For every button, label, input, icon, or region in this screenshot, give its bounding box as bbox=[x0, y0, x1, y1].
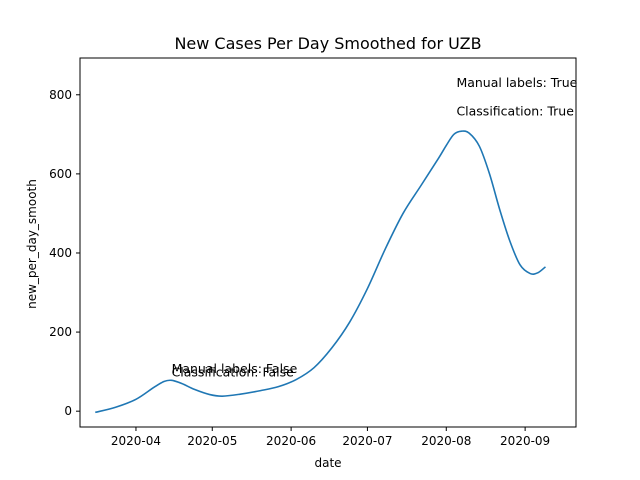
x-tick-label: 2020-05 bbox=[187, 434, 237, 448]
x-axis-label: date bbox=[314, 456, 341, 470]
annotation-text: Manual labels: False bbox=[172, 361, 298, 376]
x-tick-label: 2020-07 bbox=[342, 434, 392, 448]
x-tick-label: 2020-06 bbox=[266, 434, 316, 448]
annotation-text: Manual labels: True bbox=[456, 75, 577, 90]
axes-frame bbox=[79, 57, 577, 428]
y-tick-label: 800 bbox=[49, 88, 72, 102]
series-line-0 bbox=[95, 130, 546, 414]
y-tick-label: 0 bbox=[64, 404, 72, 418]
x-tick-label: 2020-09 bbox=[500, 434, 550, 448]
y-tick-label: 600 bbox=[49, 167, 72, 181]
y-axis-label: new_per_day_smooth bbox=[25, 179, 39, 309]
annotation-text: Classification: False bbox=[172, 364, 295, 379]
annotation-text: Classification: True bbox=[456, 103, 574, 118]
x-tick-label: 2020-04 bbox=[111, 434, 161, 448]
chart-title: New Cases Per Day Smoothed for UZB bbox=[174, 34, 481, 53]
y-tick-label: 200 bbox=[49, 325, 72, 339]
x-tick-label: 2020-08 bbox=[421, 434, 471, 448]
plot-area: 2020-04 2020-05 2020-06 2020-07 2020-08 2020-… bbox=[49, 57, 578, 448]
y-tick-label: 400 bbox=[49, 246, 72, 260]
